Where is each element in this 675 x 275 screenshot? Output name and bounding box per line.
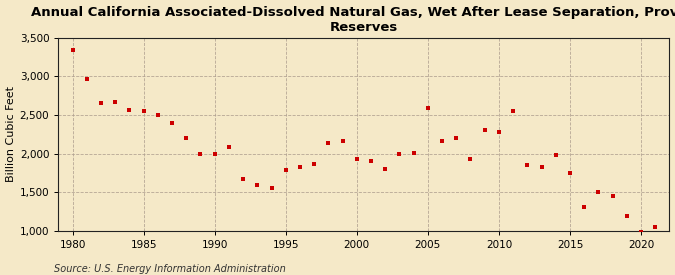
Point [96,100,107,105]
Point [323,141,333,145]
Point [465,157,476,161]
Point [423,106,433,110]
Point [380,167,391,171]
Point [437,139,448,144]
Point [308,162,319,166]
Point [451,136,462,141]
Point [167,121,178,126]
Point [622,213,632,218]
Point [209,152,220,156]
Point [138,109,149,113]
Point [280,168,291,172]
Point [294,165,305,169]
Point [352,157,362,161]
Point [493,130,504,134]
Point [608,193,618,198]
Title: Annual California Associated-Dissolved Natural Gas, Wet After Lease Separation, : Annual California Associated-Dissolved N… [31,6,675,34]
Point [266,186,277,190]
Point [508,109,518,113]
Point [153,113,163,117]
Point [252,183,263,188]
Y-axis label: Billion Cubic Feet: Billion Cubic Feet [5,86,16,182]
Point [223,145,234,149]
Point [479,128,490,132]
Point [550,153,561,158]
Point [536,165,547,169]
Point [124,108,135,112]
Point [82,77,92,81]
Point [181,136,192,141]
Point [110,100,121,104]
Point [408,151,419,155]
Point [366,158,377,163]
Point [593,190,604,195]
Point [338,138,348,143]
Point [564,171,575,175]
Point [394,152,405,156]
Text: Source: U.S. Energy Information Administration: Source: U.S. Energy Information Administ… [54,264,286,274]
Point [578,205,589,209]
Point [195,152,206,157]
Point [650,224,661,229]
Point [68,48,78,52]
Point [636,230,647,234]
Point [238,177,248,182]
Point [522,163,533,167]
